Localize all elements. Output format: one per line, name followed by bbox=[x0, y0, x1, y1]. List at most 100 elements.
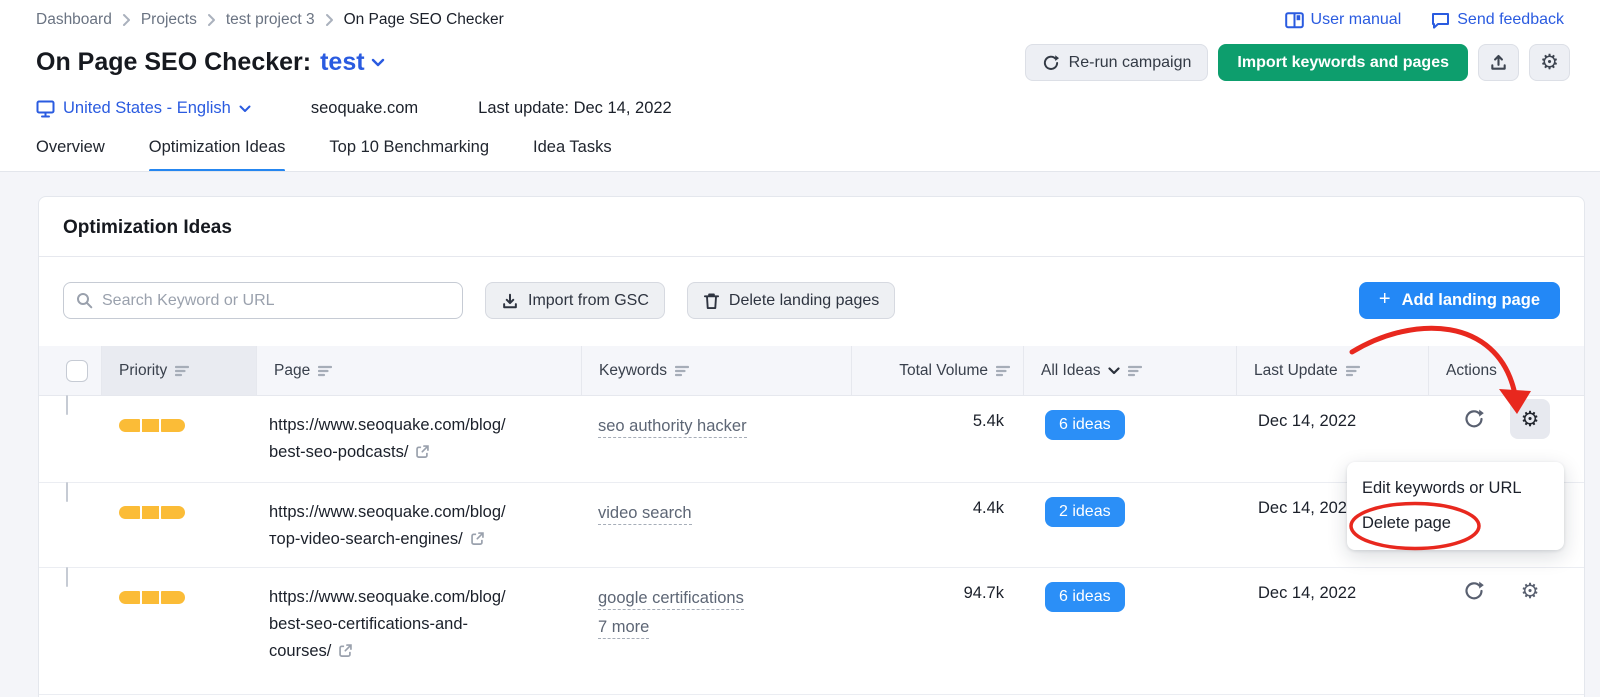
project-name: test bbox=[320, 48, 365, 76]
row-settings-button[interactable]: ⚙ bbox=[1510, 571, 1550, 611]
select-all-checkbox[interactable] bbox=[66, 359, 88, 382]
priority-indicator bbox=[119, 506, 256, 519]
url-line: тop-video-search-engines/ bbox=[269, 530, 463, 548]
column-label: Total Volume bbox=[899, 361, 988, 379]
keyword-link[interactable]: seo authority hacker bbox=[598, 417, 747, 438]
page-url[interactable]: https://www.seoquake.com/blog/ best-seo-… bbox=[256, 568, 581, 694]
column-header-all-ideas[interactable]: All Ideas bbox=[1023, 346, 1236, 395]
chevron-down-icon bbox=[1108, 366, 1121, 375]
url-line: best-seo-podcasts/ bbox=[269, 443, 409, 461]
url-line: https://www.seoquake.com/blog/ bbox=[269, 588, 506, 606]
keyword-link[interactable]: google certifications bbox=[598, 589, 744, 610]
send-feedback-link[interactable]: Send feedback bbox=[1431, 11, 1564, 29]
column-header-page[interactable]: Page bbox=[256, 346, 581, 395]
rerun-campaign-button[interactable]: Re-run campaign bbox=[1024, 44, 1209, 81]
page-url[interactable]: https://www.seoquake.com/blog/ тop-video… bbox=[256, 483, 581, 567]
breadcrumb-project[interactable]: test project 3 bbox=[225, 11, 315, 28]
export-icon bbox=[1489, 53, 1508, 72]
total-volume: 94.7k bbox=[963, 584, 1004, 602]
priority-indicator bbox=[119, 419, 256, 432]
external-link-icon[interactable] bbox=[470, 531, 485, 546]
sort-icon bbox=[175, 365, 190, 377]
column-header-priority[interactable]: Priority bbox=[101, 346, 256, 395]
chevron-right-icon bbox=[207, 13, 216, 27]
tab-idea-tasks[interactable]: Idea Tasks bbox=[533, 138, 612, 156]
title-actions: Re-run campaign Import keywords and page… bbox=[1024, 44, 1570, 81]
project-selector[interactable]: test bbox=[320, 48, 384, 77]
priority-indicator bbox=[119, 591, 256, 604]
rerun-row-button[interactable] bbox=[1454, 399, 1494, 439]
row-settings-button[interactable]: ⚙ bbox=[1510, 399, 1550, 439]
help-links: User manual Send feedback bbox=[1284, 11, 1564, 29]
ideas-badge[interactable]: 6 ideas bbox=[1045, 582, 1125, 612]
external-link-icon[interactable] bbox=[415, 444, 430, 459]
page-title-text: On Page SEO Checker: bbox=[36, 48, 312, 76]
delete-landing-pages-button[interactable]: Delete landing pages bbox=[686, 282, 896, 319]
user-manual-link[interactable]: User manual bbox=[1284, 11, 1401, 29]
menu-item-edit-keywords[interactable]: Edit keywords or URL bbox=[1362, 479, 1522, 497]
column-label: All Ideas bbox=[1041, 361, 1101, 379]
url-line: courses/ bbox=[269, 642, 332, 660]
add-landing-page-button[interactable]: + Add landing page bbox=[1358, 282, 1560, 319]
sort-icon bbox=[996, 365, 1010, 377]
last-update-value: Dec 14, 2022 bbox=[1258, 499, 1357, 517]
tab-overview[interactable]: Overview bbox=[36, 138, 105, 156]
ideas-badge[interactable]: 2 ideas bbox=[1045, 497, 1125, 527]
gear-icon: ⚙ bbox=[1520, 578, 1540, 603]
sort-icon bbox=[675, 365, 690, 377]
import-keywords-button[interactable]: Import keywords and pages bbox=[1218, 44, 1468, 81]
tab-top10-benchmarking[interactable]: Top 10 Benchmarking bbox=[329, 138, 490, 156]
external-link-icon[interactable] bbox=[338, 643, 353, 658]
breadcrumb-dashboard[interactable]: Dashboard bbox=[36, 11, 112, 28]
column-label: Actions bbox=[1446, 361, 1497, 379]
menu-item-delete-page[interactable]: Delete page bbox=[1362, 514, 1451, 532]
total-volume: 4.4k bbox=[972, 499, 1004, 517]
tab-bar-divider bbox=[0, 171, 1600, 172]
monitor-icon bbox=[36, 100, 55, 118]
panel-toolbar: Import from GSC Delete landing pages + A… bbox=[39, 257, 1584, 346]
column-header-keywords[interactable]: Keywords bbox=[581, 346, 851, 395]
settings-button[interactable]: ⚙ bbox=[1529, 44, 1570, 81]
breadcrumb-projects[interactable]: Projects bbox=[140, 11, 197, 28]
rerun-row-button[interactable] bbox=[1454, 571, 1494, 611]
chevron-right-icon bbox=[325, 13, 334, 27]
sort-icon bbox=[318, 365, 333, 377]
tab-optimization-ideas[interactable]: Optimization Ideas bbox=[148, 138, 285, 172]
refresh-icon bbox=[1465, 409, 1484, 428]
send-feedback-label: Send feedback bbox=[1457, 11, 1564, 28]
chevron-down-icon bbox=[239, 105, 251, 113]
chevron-down-icon bbox=[371, 58, 385, 67]
table-row: https://www.seoquake.com/blog/ best-seo-… bbox=[39, 567, 1584, 695]
refresh-icon bbox=[1042, 54, 1060, 72]
search-input[interactable] bbox=[102, 291, 450, 310]
rerun-campaign-label: Re-run campaign bbox=[1068, 53, 1192, 71]
search-icon bbox=[76, 292, 93, 309]
table-header: Priority Page Keywords Total Volume All … bbox=[39, 346, 1584, 396]
export-button[interactable] bbox=[1478, 44, 1519, 81]
page-url[interactable]: https://www.seoquake.com/blog/ best-seo-… bbox=[256, 396, 581, 482]
import-gsc-button[interactable]: Import from GSC bbox=[485, 282, 665, 319]
column-label: Last Update bbox=[1254, 361, 1338, 379]
column-label: Keywords bbox=[599, 361, 668, 379]
locale-selector[interactable]: United States - English bbox=[36, 99, 251, 118]
plus-icon: + bbox=[1378, 288, 1391, 310]
url-line: https://www.seoquake.com/blog/ bbox=[269, 416, 506, 434]
row-checkbox[interactable] bbox=[66, 482, 68, 502]
tab-bar: Overview Optimization Ideas Top 10 Bench… bbox=[36, 138, 1600, 172]
import-gsc-label: Import from GSC bbox=[528, 291, 649, 309]
row-checkbox[interactable] bbox=[66, 395, 68, 415]
more-keywords-link[interactable]: 7 more bbox=[598, 618, 650, 639]
last-update-value: Dec 14, 2022 bbox=[1258, 584, 1357, 602]
ideas-badge[interactable]: 6 ideas bbox=[1045, 410, 1125, 440]
column-label: Page bbox=[274, 361, 311, 379]
add-landing-page-label: Add landing page bbox=[1401, 291, 1540, 309]
keyword-link[interactable]: video search bbox=[598, 504, 692, 525]
column-header-last-update[interactable]: Last Update bbox=[1236, 346, 1428, 395]
row-checkbox[interactable] bbox=[66, 567, 68, 587]
column-header-total-volume[interactable]: Total Volume bbox=[851, 346, 1023, 395]
panel-header: Optimization Ideas bbox=[39, 197, 1584, 257]
search-box bbox=[63, 282, 463, 319]
table-row: https://www.seoquake.com/blog/ тop-video… bbox=[39, 482, 1584, 568]
optimization-ideas-panel: Optimization Ideas Import from GSC Delet… bbox=[38, 196, 1585, 697]
